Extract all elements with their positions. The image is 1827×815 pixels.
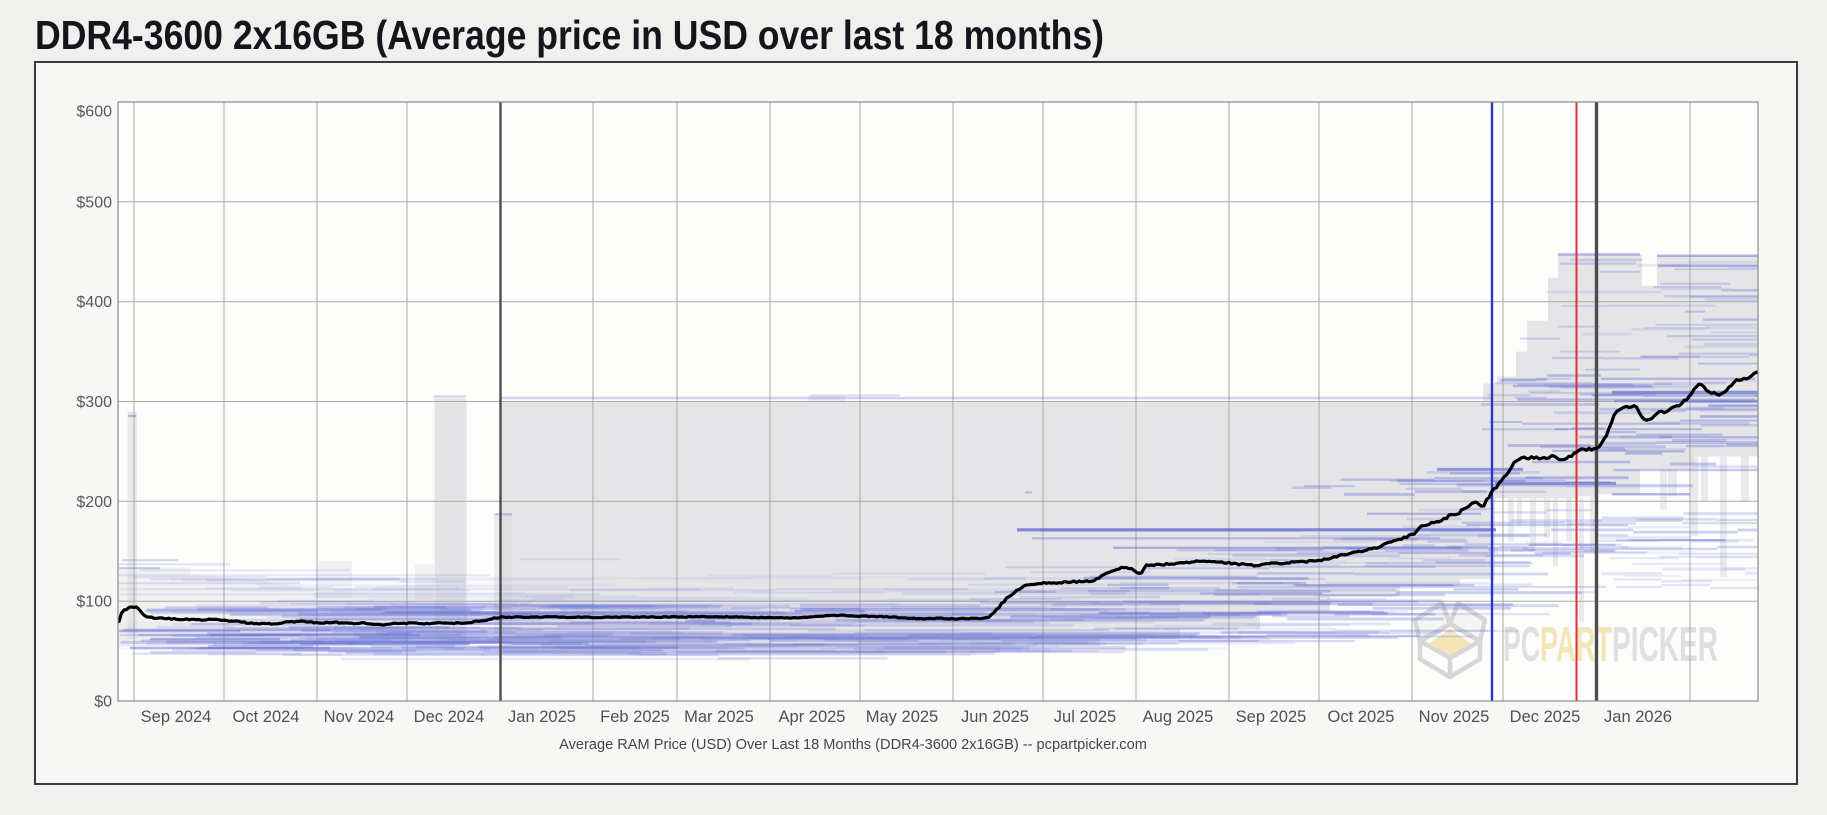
svg-text:PC: PC (1503, 618, 1540, 672)
svg-text:PICKER: PICKER (1612, 618, 1718, 672)
svg-text:Nov 2025: Nov 2025 (1419, 708, 1490, 726)
svg-text:DDR4-3600 2x16GB (Average pric: DDR4-3600 2x16GB (Average price in USD o… (35, 12, 1104, 58)
svg-text:$0: $0 (94, 694, 112, 711)
svg-text:$400: $400 (76, 294, 112, 311)
svg-text:Jan 2025: Jan 2025 (508, 708, 576, 726)
svg-text:Aug 2025: Aug 2025 (1143, 708, 1214, 726)
svg-text:Dec 2024: Dec 2024 (414, 708, 485, 726)
svg-text:Mar 2025: Mar 2025 (684, 708, 754, 726)
svg-text:Oct 2024: Oct 2024 (233, 708, 300, 726)
svg-text:$100: $100 (76, 594, 112, 611)
svg-text:Feb 2025: Feb 2025 (600, 708, 670, 726)
svg-text:Jul 2025: Jul 2025 (1054, 708, 1116, 726)
svg-text:May 2025: May 2025 (866, 708, 938, 726)
svg-text:Oct 2025: Oct 2025 (1328, 708, 1395, 726)
svg-text:Apr 2025: Apr 2025 (779, 708, 846, 726)
svg-text:Nov 2024: Nov 2024 (324, 708, 395, 726)
svg-text:Average RAM Price (USD) Over L: Average RAM Price (USD) Over Last 18 Mon… (559, 737, 1147, 753)
svg-text:$500: $500 (76, 194, 112, 211)
svg-text:$600: $600 (76, 104, 112, 121)
svg-text:Sep 2024: Sep 2024 (141, 708, 212, 726)
svg-text:Jan 2026: Jan 2026 (1604, 708, 1672, 726)
svg-text:$300: $300 (76, 394, 112, 411)
svg-text:Dec 2025: Dec 2025 (1510, 708, 1581, 726)
svg-text:$200: $200 (76, 494, 112, 511)
svg-text:Jun 2025: Jun 2025 (961, 708, 1029, 726)
svg-text:Sep 2025: Sep 2025 (1236, 708, 1307, 726)
